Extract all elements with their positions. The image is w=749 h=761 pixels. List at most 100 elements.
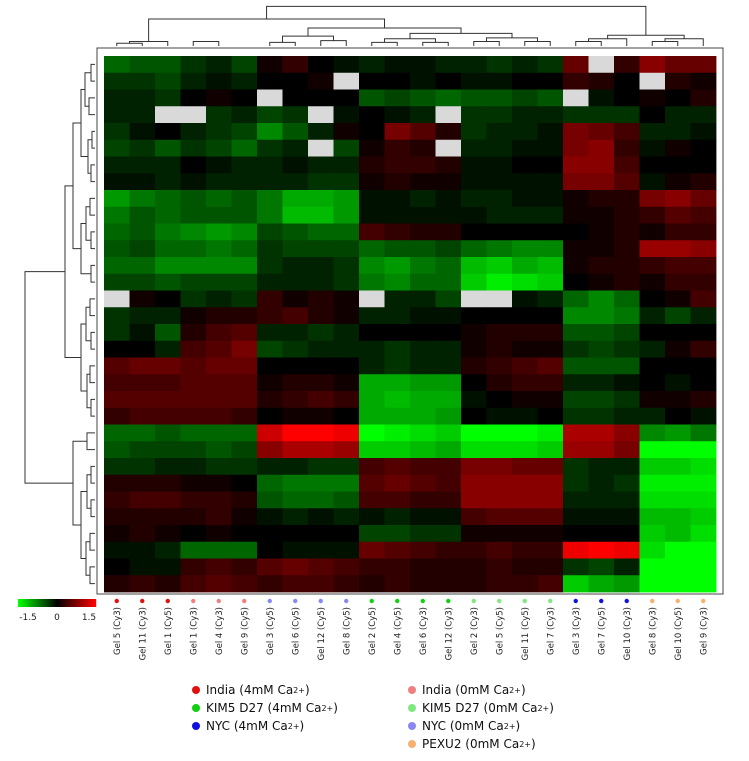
- heatmap-cell: [639, 340, 666, 358]
- dendrogram-branch: [90, 331, 95, 350]
- heatmap-cell: [155, 307, 181, 325]
- color-scale-step: [81, 599, 83, 607]
- heatmap-cell: [206, 508, 232, 526]
- heatmap-cell: [206, 56, 232, 74]
- heatmap-cell: [588, 558, 615, 576]
- heatmap-cell: [410, 407, 436, 425]
- heatmap-cell: [384, 374, 411, 392]
- color-scale-step: [33, 599, 35, 607]
- color-scale-step: [23, 599, 25, 607]
- heatmap-cell: [537, 139, 564, 157]
- heatmap-cell: [435, 575, 462, 593]
- heatmap-cell: [639, 257, 666, 275]
- color-scale-step: [34, 599, 36, 607]
- heatmap-cell: [104, 541, 130, 559]
- heatmap-cell: [333, 508, 360, 526]
- heatmap-cell: [384, 139, 411, 157]
- color-scale-step: [32, 599, 34, 607]
- dendrogram-branch: [384, 38, 436, 43]
- column-group-marker: [140, 598, 145, 604]
- heatmap-cell: [308, 391, 334, 409]
- heatmap-cell: [206, 106, 232, 124]
- heatmap-cell: [282, 89, 309, 107]
- heatmap-cell: [129, 307, 156, 325]
- heatmap-cell: [563, 558, 589, 576]
- heatmap-cell: [537, 123, 564, 141]
- dendrogram-branch: [24, 271, 73, 484]
- heatmap-cell: [282, 72, 309, 90]
- heatmap-cell: [563, 89, 589, 107]
- heatmap-cell: [257, 139, 283, 157]
- heatmap-cell: [435, 173, 462, 191]
- heatmap-cell: [359, 391, 385, 409]
- heatmap-cell: [231, 173, 258, 191]
- heatmap-cell: [614, 190, 640, 208]
- heatmap-cell: [563, 391, 589, 409]
- heatmap-cell: [384, 206, 411, 224]
- heatmap-cell: [588, 156, 615, 174]
- heatmap-cell: [384, 240, 411, 258]
- column-group-marker: [522, 598, 527, 604]
- heatmap-cell: [690, 575, 717, 593]
- heatmap-cell: [512, 541, 538, 559]
- heatmap-cell: [614, 575, 640, 593]
- heatmap-cell: [333, 173, 360, 191]
- color-scale-step: [44, 599, 46, 607]
- heatmap-cell: [104, 156, 130, 174]
- heatmap-cell: [104, 357, 130, 375]
- heatmap-cell: [588, 257, 615, 275]
- heatmap-cell: [129, 491, 156, 509]
- heatmap-cell: [231, 307, 258, 325]
- heatmap-cell: [690, 290, 717, 308]
- heatmap-cell: [435, 391, 462, 409]
- heatmap-cell: [359, 575, 385, 593]
- color-scale-step: [71, 599, 73, 607]
- dendrogram-branch: [89, 197, 95, 216]
- heatmap-cell: [104, 491, 130, 509]
- column-label: Gel 4 (Cy3): [215, 607, 225, 655]
- heatmap-cell: [512, 89, 538, 107]
- heatmap-cell: [384, 558, 411, 576]
- heatmap-cell: [129, 206, 156, 224]
- heatmap-cell: [461, 273, 487, 291]
- heatmap-cell: [384, 324, 411, 342]
- heatmap-cell: [537, 458, 564, 476]
- heatmap-cell: [359, 491, 385, 509]
- heatmap-cell: [180, 72, 207, 90]
- heatmap-cell: [231, 106, 258, 124]
- color-scale-step: [37, 599, 39, 607]
- heatmap-cell: [129, 407, 156, 425]
- color-scale-step: [93, 599, 95, 607]
- heatmap-cell: [206, 424, 232, 442]
- heatmap-cell: [206, 123, 232, 141]
- heatmap-cell: [435, 357, 462, 375]
- heatmap-cell: [410, 106, 436, 124]
- color-scale-step: [66, 599, 68, 607]
- heatmap-cell: [639, 106, 666, 124]
- legend-marker: [192, 686, 200, 694]
- heatmap-cell: [486, 206, 513, 224]
- heatmap-cell: [333, 458, 360, 476]
- heatmap-cell: [486, 139, 513, 157]
- heatmap-cell: [333, 407, 360, 425]
- heatmap-cell: [308, 458, 334, 476]
- column-label: Gel 10 (Cy5): [674, 607, 684, 660]
- heatmap-cell: [231, 123, 258, 141]
- heatmap-cell: [206, 190, 232, 208]
- heatmap-cell: [665, 508, 691, 526]
- dendrogram-branch: [72, 440, 87, 526]
- heatmap-cell: [308, 407, 334, 425]
- heatmap-cell: [104, 575, 130, 593]
- heatmap-cell: [333, 525, 360, 543]
- heatmap-cell: [588, 575, 615, 593]
- heatmap-cell: [129, 72, 156, 90]
- heatmap-cell: [461, 190, 487, 208]
- heatmap-cell: [333, 340, 360, 358]
- heatmap-cell: [690, 106, 717, 124]
- color-scale-step: [74, 599, 76, 607]
- heatmap-cell: [333, 257, 360, 275]
- column-label: Gel 5 (Cy5): [495, 607, 505, 655]
- color-scale-step: [67, 599, 69, 607]
- heatmap-cell: [690, 156, 717, 174]
- heatmap-cell: [435, 257, 462, 275]
